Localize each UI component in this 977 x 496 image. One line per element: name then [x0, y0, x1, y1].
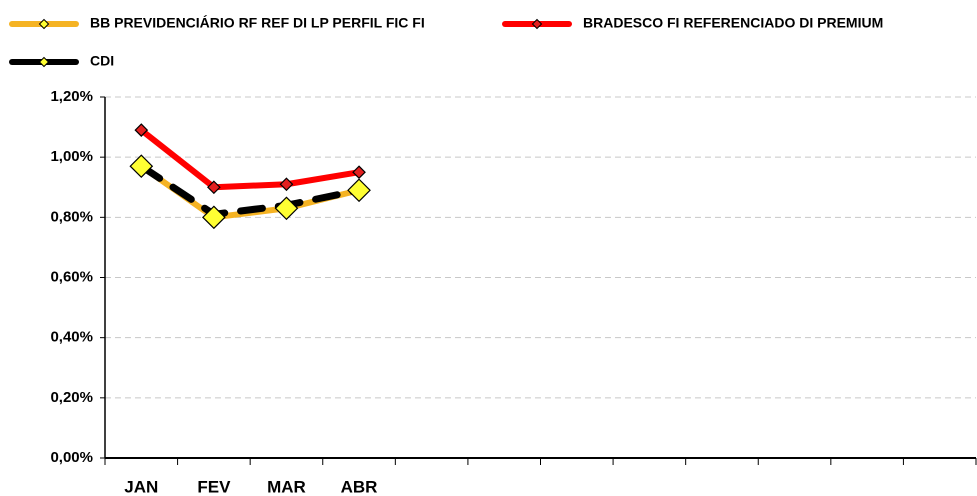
legend-label: CDI [90, 53, 114, 69]
series-line [137, 162, 363, 218]
y-tick-label: 0,00% [50, 449, 93, 466]
y-tick-label: 1,00% [50, 148, 93, 165]
y-tick-label: 0,80% [50, 208, 93, 225]
legend-label: BB PREVIDENCIÁRIO RF REF DI LP PERFIL FI… [90, 15, 425, 31]
marker [279, 177, 294, 192]
marker [274, 196, 299, 221]
series-line [138, 127, 363, 191]
x-tick-label: JAN [124, 477, 158, 496]
y-tick-label: 1,20% [50, 88, 93, 105]
marker [207, 180, 221, 195]
marker [134, 123, 149, 137]
marker [347, 178, 371, 203]
legend-marker [531, 18, 543, 30]
x-tick-label: FEV [197, 477, 231, 496]
legend-label: BRADESCO FI REFERENCIADO DI PREMIUM [583, 15, 883, 31]
marker [129, 154, 154, 179]
marker [202, 205, 226, 230]
y-tick-label: 0,40% [50, 329, 93, 346]
y-tick-label: 0,20% [50, 389, 93, 406]
x-tick-label: ABR [341, 477, 378, 496]
legend-marker [38, 18, 50, 30]
y-tick-label: 0,60% [50, 268, 93, 285]
legend-marker [38, 56, 50, 68]
marker [352, 165, 366, 180]
x-tick-label: MAR [267, 477, 306, 496]
